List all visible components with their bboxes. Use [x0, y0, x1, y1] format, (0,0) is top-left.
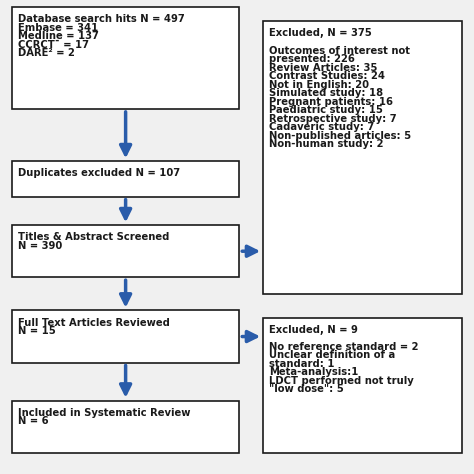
Text: N = 390: N = 390: [18, 241, 62, 251]
Text: Review Articles: 35: Review Articles: 35: [269, 63, 378, 73]
Text: Retrospective study: 7: Retrospective study: 7: [269, 114, 397, 124]
Text: Pregnant patients: 16: Pregnant patients: 16: [269, 97, 393, 107]
Bar: [12, 401, 239, 453]
Bar: [263, 21, 462, 294]
Text: Full Text Articles Reviewed: Full Text Articles Reviewed: [18, 318, 170, 328]
Text: Medline = 137: Medline = 137: [18, 31, 99, 41]
Text: CCRCTˉ = 17: CCRCTˉ = 17: [18, 40, 89, 50]
Text: LDCT performed not truly: LDCT performed not truly: [269, 376, 414, 386]
Bar: [12, 7, 239, 109]
Text: DARE² = 2: DARE² = 2: [18, 48, 75, 58]
Text: Meta-analysis:1: Meta-analysis:1: [269, 367, 359, 377]
Text: "low dose": 5: "low dose": 5: [269, 384, 344, 394]
Text: Outcomes of interest not: Outcomes of interest not: [269, 46, 410, 55]
Text: Included in Systematic Review: Included in Systematic Review: [18, 408, 191, 418]
Text: Unclear definition of a: Unclear definition of a: [269, 350, 395, 360]
Text: Database search hits N = 497: Database search hits N = 497: [18, 14, 185, 24]
Text: Paediatric study: 15: Paediatric study: 15: [269, 105, 383, 115]
Text: Duplicates excluded N = 107: Duplicates excluded N = 107: [18, 168, 180, 178]
Bar: [12, 161, 239, 197]
Text: standard: 1: standard: 1: [269, 359, 335, 369]
Bar: [12, 310, 239, 363]
Text: Not in English: 20: Not in English: 20: [269, 80, 369, 90]
Bar: [12, 225, 239, 277]
Text: No reference standard = 2: No reference standard = 2: [269, 342, 419, 352]
Bar: [263, 318, 462, 453]
Text: Simulated study: 18: Simulated study: 18: [269, 88, 383, 98]
Text: Titles & Abstract Screened: Titles & Abstract Screened: [18, 232, 169, 242]
Text: Excluded, N = 9: Excluded, N = 9: [269, 325, 358, 335]
Text: Embase = 341: Embase = 341: [18, 23, 98, 33]
Text: Excluded, N = 375: Excluded, N = 375: [269, 28, 372, 38]
Text: N = 15: N = 15: [18, 326, 56, 336]
Text: N = 6: N = 6: [18, 416, 49, 426]
Text: Non-published articles: 5: Non-published articles: 5: [269, 131, 411, 141]
Text: presented: 226: presented: 226: [269, 54, 355, 64]
Text: Non-human study: 2: Non-human study: 2: [269, 139, 384, 149]
Text: Contrast Studies: 24: Contrast Studies: 24: [269, 71, 385, 81]
Text: Cadaveric study: 7: Cadaveric study: 7: [269, 122, 374, 132]
